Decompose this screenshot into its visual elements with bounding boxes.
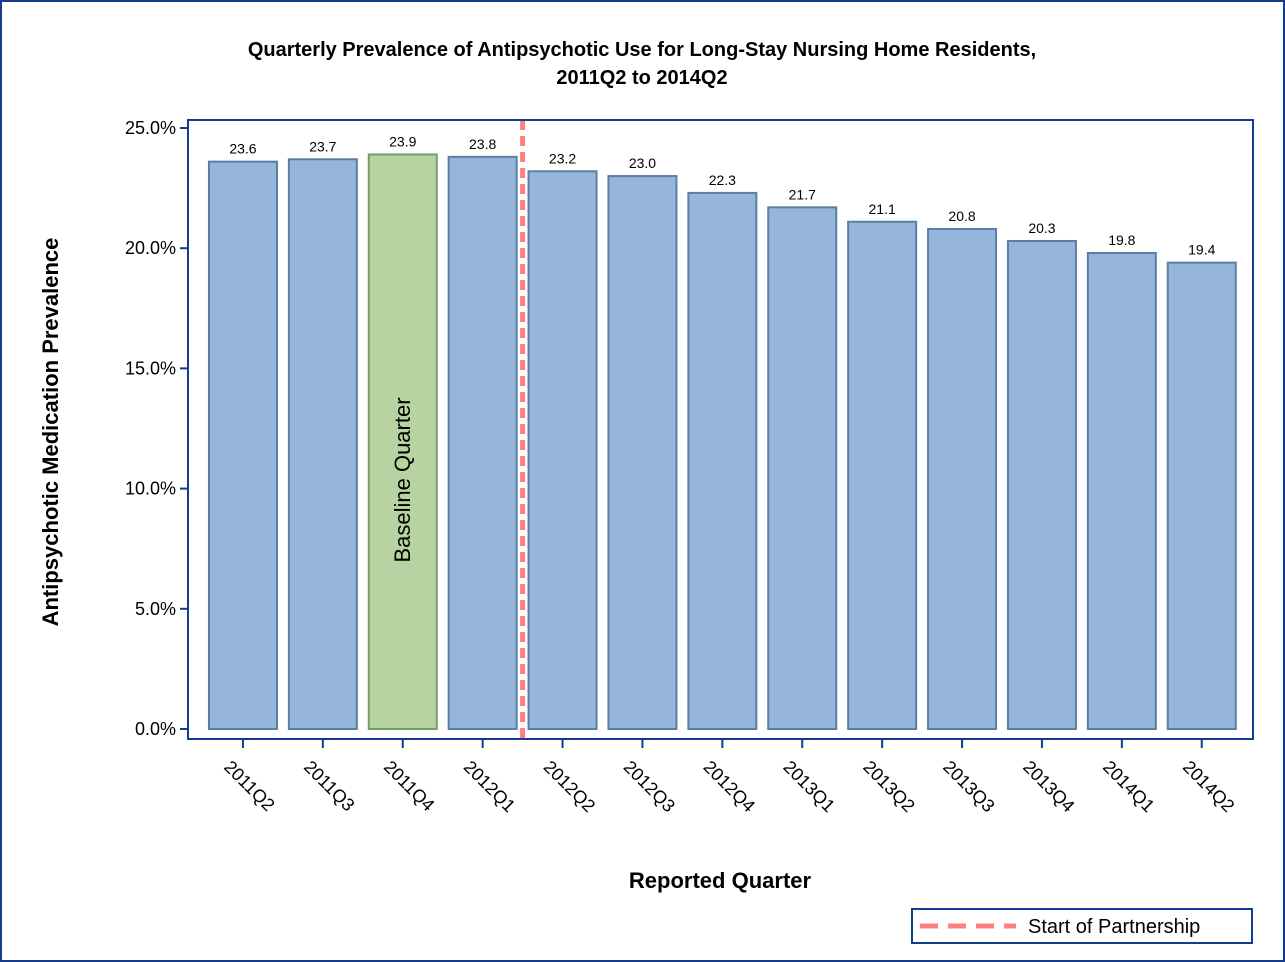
bar [367, 153, 438, 731]
x-tick-label: 2012Q3 [620, 757, 679, 816]
legend-label: Start of Partnership [1028, 916, 1200, 938]
plot-frame [187, 119, 1254, 740]
bar [767, 206, 838, 731]
x-tick-label: 2011Q3 [300, 757, 358, 815]
x-tick-label: 2013Q4 [1019, 757, 1078, 816]
value-label: 23.8 [469, 136, 496, 152]
x-tick-label: 2011Q2 [220, 757, 278, 815]
y-axis-title: Antipsychotic Medication Prevalence [38, 238, 63, 627]
x-tick-label: 2013Q2 [859, 757, 918, 816]
bar [1086, 252, 1157, 730]
y-tick-label: 0.0% [135, 719, 176, 739]
bar [207, 160, 278, 730]
y-tick-label: 10.0% [125, 479, 176, 499]
value-label: 19.8 [1108, 232, 1135, 248]
x-tick-label: 2011Q4 [380, 757, 438, 815]
bar [607, 175, 678, 730]
bar [447, 155, 518, 730]
value-label: 23.7 [309, 138, 336, 154]
value-label: 23.9 [389, 133, 416, 149]
bar [1006, 239, 1077, 730]
x-tick-label: 2012Q2 [540, 757, 599, 816]
bar [287, 158, 358, 730]
y-tick-label: 25.0% [125, 118, 176, 138]
value-label: 20.8 [948, 208, 975, 224]
bar [927, 227, 998, 731]
y-tick-label: 15.0% [125, 358, 176, 378]
bar [1166, 261, 1237, 730]
bar [687, 191, 758, 730]
legend-box [911, 908, 1253, 944]
chart-title: Quarterly Prevalence of Antipsychotic Us… [248, 39, 1036, 61]
y-tick-label: 5.0% [135, 599, 176, 619]
chart-title: 2011Q2 to 2014Q2 [556, 67, 727, 89]
value-label: 21.1 [869, 201, 896, 217]
value-label: 23.0 [629, 155, 656, 171]
x-tick-label: 2012Q4 [700, 757, 759, 816]
bar [847, 220, 918, 730]
value-label: 23.6 [229, 141, 256, 157]
value-label: 22.3 [709, 172, 736, 188]
value-label: 20.3 [1028, 220, 1055, 236]
value-label: 21.7 [789, 186, 816, 202]
x-axis-title: Reported Quarter [629, 868, 812, 893]
x-tick-label: 2014Q2 [1179, 757, 1238, 816]
x-tick-label: 2013Q3 [939, 757, 998, 816]
y-tick-label: 20.0% [125, 238, 176, 258]
bar [527, 170, 598, 731]
value-label: 19.4 [1188, 242, 1215, 258]
x-tick-label: 2012Q1 [460, 757, 519, 816]
x-tick-label: 2013Q1 [779, 757, 838, 816]
x-tick-label: 2014Q1 [1099, 757, 1158, 816]
value-label: 23.2 [549, 150, 576, 166]
annotation: Baseline Quarter [390, 397, 415, 562]
